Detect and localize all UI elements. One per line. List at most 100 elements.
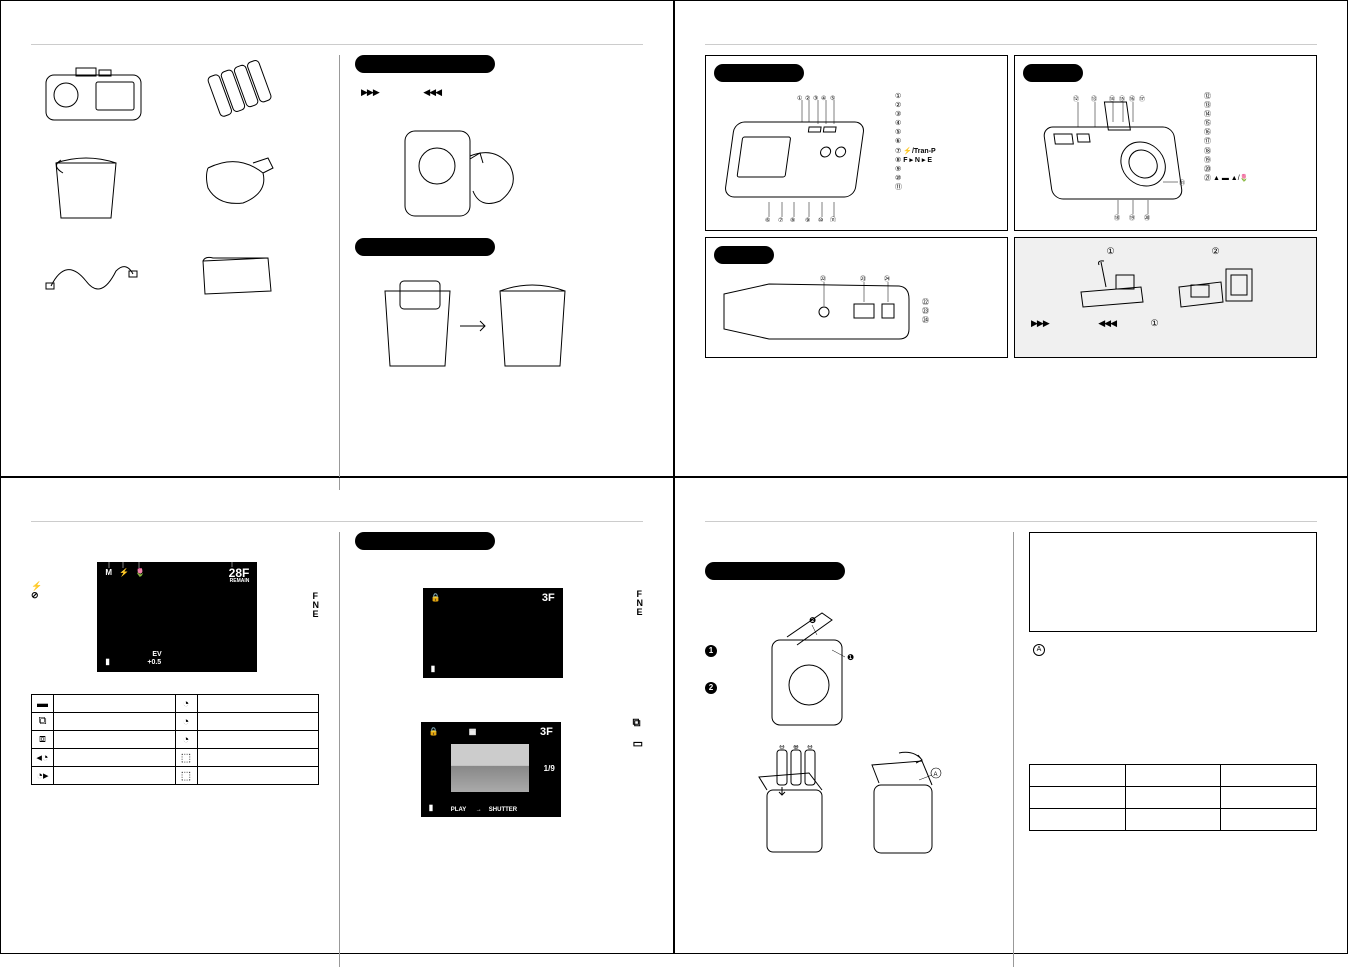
lock-icon-2: 🔒	[429, 727, 439, 736]
rear-view-heading	[714, 64, 804, 82]
insert-step1b-label: ①	[1150, 318, 1158, 328]
open-arrows-icon: ▶▶▶	[361, 87, 379, 97]
battery-close-illustration: A	[854, 745, 949, 860]
svg-text:⑱: ⑱	[1114, 214, 1120, 222]
batteries-illustration	[193, 60, 310, 130]
quality-mode-label: F ▸ N ▸ E	[903, 157, 932, 164]
svg-text:⊖: ⊖	[779, 745, 785, 751]
play2-battery-icon: ▮	[429, 803, 433, 812]
icon-timer1: ◔	[175, 695, 197, 713]
macro-icon: 🌷	[135, 568, 145, 577]
table-header-1	[1030, 765, 1126, 787]
icon-multi: ⧉	[32, 713, 54, 731]
front-callout-list: ⑫⑬⑭⑮⑯⑰ ⑱⑲⑳ ㉑ ▲ ▬ ▲/🌷	[1204, 92, 1248, 222]
play-fne-label: F N E	[637, 590, 644, 617]
record-lcd-screen: M ⚡ 🌷 28F REMAIN EV +0.5 ▮	[97, 562, 257, 672]
camera-rear-illustration: ①② ③④ ⑤ ⑥⑦ ⑧⑨ ⑩⑪	[714, 92, 889, 222]
record-display-column: ⚡ ⊘ M ⚡ 🌷 28F REMAIN EV +0.5 ▮	[31, 532, 319, 967]
card-insert-panel: ① ②	[1014, 237, 1317, 358]
svg-text:⑳: ⑳	[1144, 214, 1150, 222]
camera-bottom-illustration: ㉒ ㉓ ㉔	[714, 274, 914, 349]
battery-icon: ▮	[105, 657, 109, 666]
lcd-flash-icon: ⚡	[119, 568, 129, 577]
quadrant-batteries: 1 2 ❶ ❷	[674, 477, 1348, 954]
table-header-2	[1125, 765, 1221, 787]
playback-lcd-2: 🔒 ▦ 3F 1/9 ▮ PLAY → SHUTTER	[421, 722, 561, 817]
icon-index: ⧈	[32, 731, 54, 749]
callout-a-marker: A	[1033, 644, 1045, 656]
index-mode-icon: ⧉	[633, 718, 643, 729]
case-section-heading	[355, 238, 495, 256]
svg-text:④: ④	[821, 95, 826, 102]
quadrant-lcd-display: ⚡ ⊘ M ⚡ 🌷 28F REMAIN EV +0.5 ▮	[0, 477, 674, 954]
battery-info-column: A	[1013, 532, 1317, 967]
insert-case-illustration	[365, 271, 585, 381]
quality-fne-label: F N E	[313, 592, 320, 619]
svg-text:⑩: ⑩	[818, 217, 823, 222]
svg-text:⑲: ⑲	[1129, 214, 1135, 222]
shutter-label: SHUTTER	[489, 807, 517, 813]
memory-icon: M	[105, 568, 112, 577]
card-close-arrows-icon: ◀◀◀	[1098, 318, 1116, 328]
accessories-column	[31, 55, 319, 490]
close-arrows-icon: ◀◀◀	[423, 87, 441, 97]
wrist-strap-illustration	[193, 148, 310, 228]
svg-text:③: ③	[813, 95, 818, 102]
battery-note-box	[1029, 532, 1317, 632]
step1-marker: 1	[705, 645, 717, 657]
icon-timer3: ◔	[175, 731, 197, 749]
svg-text:㉔: ㉔	[884, 275, 890, 283]
svg-text:㉓: ㉓	[860, 275, 866, 283]
playback-display-column: 🔒 3F ▮ F N E 🔒 ▦ 3F	[339, 532, 643, 967]
icon-timer2: ◔	[175, 713, 197, 731]
flash-mode-label: ⚡/Tran-P	[903, 148, 935, 155]
play-arrow: →	[476, 807, 482, 813]
icon-pano2: ⬚	[175, 767, 197, 785]
svg-text:⑪: ⑪	[830, 216, 836, 222]
icon-next: ◔▸	[32, 767, 54, 785]
svg-text:㉒: ㉒	[820, 275, 826, 283]
side-mode-icons: ⧉ ▭	[633, 718, 643, 750]
play2-frame-num: 3F	[540, 726, 553, 738]
thumb-icon: ▦	[469, 727, 477, 736]
rear-callout-list: ①②③④⑤⑥ ⑦ ⚡/Tran-P ⑧ F ▸ N ▸ E ⑨⑩⑪	[895, 92, 936, 222]
quadrant-parts-controls: ①② ③④ ⑤ ⑥⑦ ⑧⑨ ⑩⑪ ①②③④⑤⑥ ⑦ ⚡/Tran-P ⑧ F ▸…	[674, 0, 1348, 477]
bottom-callout-list: ㉒㉓㉔	[922, 298, 929, 325]
rear-view-panel: ①② ③④ ⑤ ⑥⑦ ⑧⑨ ⑩⑪ ①②③④⑤⑥ ⑦ ⚡/Tran-P ⑧ F ▸…	[705, 55, 1008, 231]
play-frame-num: 3F	[542, 592, 555, 604]
camera-front-illustration: ⑫ ⑬⑭ ⑮⑯ ⑰ ⑱⑲ ⑳㉑	[1023, 92, 1198, 222]
icon-full: ▬	[32, 695, 54, 713]
svg-text:❶: ❶	[847, 653, 854, 662]
play-label: PLAY	[451, 807, 466, 813]
card-insert-illustration	[1171, 257, 1261, 312]
manual-pouch-illustration	[193, 246, 310, 306]
svg-text:⑫: ⑫	[1073, 95, 1079, 103]
play-index: 1/9	[544, 764, 555, 773]
battery-install-column: 1 2 ❶ ❷	[705, 532, 993, 967]
svg-text:⑦: ⑦	[778, 217, 783, 222]
pano-mode-icon: ▭	[633, 739, 643, 750]
soft-case-illustration	[41, 148, 158, 228]
card-open-illustration	[1071, 257, 1151, 312]
focus-range-icons: ▲ ▬ ▲/🌷	[1213, 175, 1248, 182]
svg-text:㉑: ㉑	[1179, 179, 1185, 187]
svg-text:⑬: ⑬	[1091, 95, 1097, 103]
insert-step2-label: ②	[1171, 246, 1261, 257]
svg-text:❷: ❷	[809, 616, 816, 625]
ev-value: +0.5	[147, 659, 161, 666]
svg-text:⑯: ⑯	[1129, 95, 1135, 103]
attach-strap-illustration	[365, 111, 545, 231]
strap-section-heading	[355, 55, 495, 73]
bottom-view-heading	[714, 246, 774, 264]
video-cable-illustration	[41, 246, 158, 306]
quadrant-package-contents: ▶▶▶ ◀◀◀	[0, 0, 674, 477]
svg-text:⑧: ⑧	[790, 217, 795, 222]
table-header-3	[1221, 765, 1317, 787]
battery-section-heading	[705, 562, 845, 580]
svg-text:⑤: ⑤	[830, 95, 835, 102]
icon-prev: ◂◔	[32, 749, 54, 767]
camera-body-illustration	[41, 60, 158, 130]
svg-text:⑭: ⑭	[1109, 95, 1115, 103]
front-view-heading	[1023, 64, 1083, 82]
ev-label: EV	[152, 651, 161, 658]
